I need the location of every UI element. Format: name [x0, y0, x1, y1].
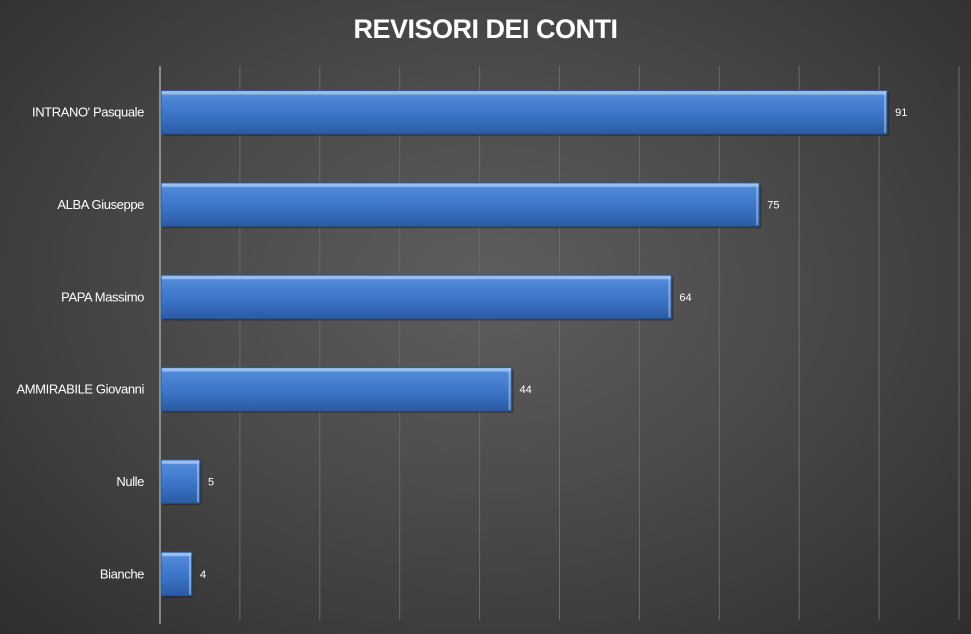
- category-label: AMMIRABILE Giovanni: [16, 382, 144, 397]
- bar-highlight: [162, 460, 199, 464]
- value-label: 91: [895, 107, 907, 119]
- bar: [160, 274, 672, 320]
- bar-highlight: [162, 276, 671, 280]
- bar-highlight: [162, 91, 887, 95]
- bar: [160, 459, 201, 504]
- bar-edge: [668, 276, 671, 318]
- chart-title: REVISORI DEI CONTI: [353, 14, 618, 44]
- bar-highlight: [162, 553, 191, 557]
- bar-highlight: [162, 183, 759, 187]
- bar-highlight: [162, 368, 511, 372]
- value-label: 5: [208, 477, 214, 489]
- category-label: Bianche: [100, 566, 144, 581]
- bar: [160, 182, 760, 227]
- bars: [160, 89, 890, 598]
- value-label: 64: [679, 292, 691, 304]
- bar: [160, 551, 193, 597]
- bar-edge: [884, 91, 887, 133]
- bar-edge: [508, 368, 511, 410]
- bar-edge: [196, 460, 199, 503]
- bar: [160, 89, 888, 135]
- category-label: Nulle: [116, 474, 144, 489]
- value-label: 75: [767, 200, 779, 212]
- value-label: 4: [200, 569, 206, 581]
- category-label: PAPA Massimo: [61, 289, 144, 304]
- gridlines: [159, 66, 960, 624]
- bar-edge: [188, 553, 191, 595]
- category-label: INTRANO' Pasquale: [32, 105, 144, 120]
- bar: [160, 366, 513, 412]
- category-label: ALBA Giuseppe: [57, 197, 144, 212]
- labels: INTRANO' Pasquale 91 ALBA Giuseppe 75 PAPA M…: [16, 105, 907, 582]
- bar-edge: [756, 183, 759, 226]
- value-label: 44: [520, 384, 532, 396]
